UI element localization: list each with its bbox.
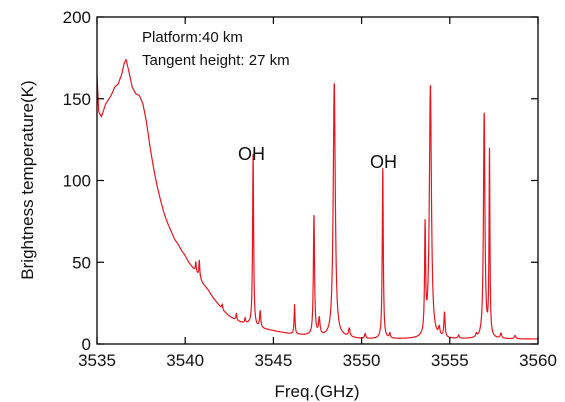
annotation-tangent-height: Tangent height: 27 km xyxy=(142,52,290,69)
x-axis-title: Freq.(GHz) xyxy=(275,382,360,401)
x-tick-label: 3540 xyxy=(166,351,204,370)
x-tick-label: 3545 xyxy=(254,351,292,370)
spectrum-line-layer xyxy=(97,58,538,340)
y-tick-label: 150 xyxy=(63,90,91,109)
y-axis-title: Brightness temperature(K) xyxy=(18,80,37,279)
spectrum-line xyxy=(97,58,538,340)
x-tick-label: 3550 xyxy=(343,351,381,370)
oh-peak-label-1: OH xyxy=(238,144,265,164)
x-tick-label: 3560 xyxy=(519,351,557,370)
x-tick-label: 3555 xyxy=(431,351,469,370)
y-tick-label: 50 xyxy=(72,253,91,272)
y-tick-label: 200 xyxy=(63,8,91,27)
y-tick-label: 0 xyxy=(82,335,91,354)
x-tick-label: 3535 xyxy=(78,351,116,370)
annotation-platform: Platform:40 km xyxy=(142,29,243,46)
axis-ticks: 3535 3540 3545 3550 3555 3560 0 50 100 150 200 xyxy=(63,8,557,370)
y-tick-label: 100 xyxy=(63,172,91,191)
oh-peak-label-2: OH xyxy=(370,152,397,172)
